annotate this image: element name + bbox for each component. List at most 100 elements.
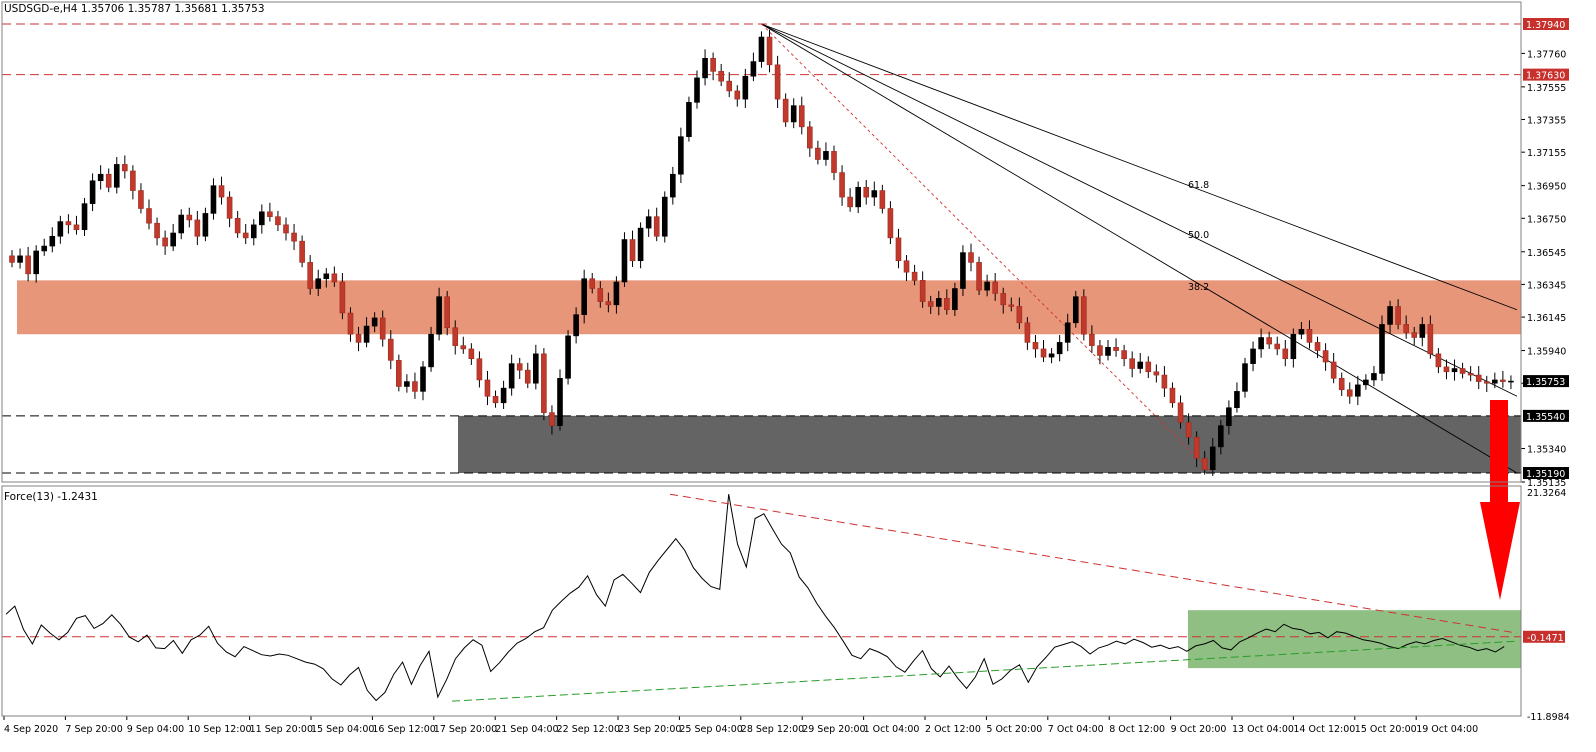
candle-bearish xyxy=(919,280,926,302)
candle-bearish xyxy=(299,240,305,263)
indicator-header: Force(13) -1.2431 xyxy=(4,491,98,503)
candle-bullish xyxy=(1387,306,1393,325)
force-resistance-trendline xyxy=(669,493,1518,634)
candle-bullish xyxy=(170,232,176,247)
price-level-label-0: 1.37940 xyxy=(1526,20,1565,31)
candle-bullish xyxy=(363,325,370,343)
candle-bullish xyxy=(750,61,757,77)
candle-bearish xyxy=(847,196,853,208)
price-zones xyxy=(17,280,1521,474)
candle-bearish xyxy=(1089,333,1095,346)
candle-bullish xyxy=(323,273,330,280)
candle-bullish xyxy=(694,77,700,103)
candle-bearish xyxy=(968,252,974,263)
candle-bearish xyxy=(339,281,346,314)
candle-bullish xyxy=(1064,322,1071,343)
candle-bullish xyxy=(855,186,861,208)
candle-bearish xyxy=(1266,337,1272,345)
candle-bearish xyxy=(65,221,72,226)
candle-bearish xyxy=(798,105,805,128)
force-axis: 21.3264 -11.8984 -0.1471 xyxy=(1523,488,1570,723)
candle-bullish xyxy=(404,381,410,387)
time-tick-label-7: 17 Sep 20:00 xyxy=(434,724,497,735)
candle-bullish xyxy=(637,227,644,262)
candle-bearish xyxy=(1177,402,1184,423)
time-tick-label-20: 13 Oct 04:00 xyxy=(1232,724,1294,735)
candle-bearish xyxy=(492,395,499,404)
fibonacci-fan: 61.8 50.0 38.2 xyxy=(761,23,1518,474)
candle-bullish xyxy=(871,190,878,198)
candle-bearish xyxy=(1306,329,1313,343)
time-tick-label-10: 23 Sep 20:00 xyxy=(618,724,681,735)
candle-bearish xyxy=(379,317,386,340)
time-tick-label-17: 7 Oct 04:00 xyxy=(1048,724,1104,735)
candle-bullish xyxy=(565,335,571,379)
candle-bearish xyxy=(1193,436,1200,459)
candle-bearish xyxy=(766,36,773,66)
candle-bearish xyxy=(226,196,233,219)
candle-bullish xyxy=(1137,361,1144,369)
candle-bullish xyxy=(1048,353,1055,358)
price-tick-label-5: 1.36750 xyxy=(1527,214,1566,225)
candle-bearish xyxy=(589,278,596,289)
candle-bearish xyxy=(468,348,475,360)
candle-bearish xyxy=(1483,381,1490,384)
candle-bearish xyxy=(815,147,821,160)
candle-bearish xyxy=(992,281,998,294)
time-tick-label-1: 7 Sep 20:00 xyxy=(65,724,122,735)
candle-bearish xyxy=(1411,332,1418,338)
candle-bullish xyxy=(952,288,958,311)
candle-bullish xyxy=(645,216,652,229)
candle-bullish xyxy=(41,245,48,252)
time-tick-label-5: 15 Sep 04:00 xyxy=(311,724,374,735)
candle-bearish xyxy=(516,363,523,371)
candle-bullish xyxy=(113,164,120,188)
candle-bearish xyxy=(9,255,15,263)
arrow-shaft xyxy=(1490,400,1508,502)
price-level-label-1: 1.37630 xyxy=(1526,71,1565,82)
fib-label-2: 38.2 xyxy=(1188,282,1209,293)
time-tick-label-18: 8 Oct 12:00 xyxy=(1109,724,1165,735)
candle-bearish xyxy=(444,296,450,329)
candle-bullish xyxy=(935,298,942,307)
force-signal-label: -0.1471 xyxy=(1527,633,1564,644)
current-price-label: 1.35753 xyxy=(1526,377,1565,388)
candle-bullish xyxy=(1218,425,1224,448)
candle-bullish xyxy=(508,363,515,389)
candle-bearish xyxy=(476,358,483,381)
candle-bullish xyxy=(315,278,322,289)
candle-bearish xyxy=(186,214,193,221)
price-tick-label-12: 1.35135 xyxy=(1527,478,1566,489)
candle-bullish xyxy=(960,252,966,289)
candle-bearish xyxy=(524,369,531,384)
candle-bearish xyxy=(275,216,281,226)
price-tick-label-4: 1.36950 xyxy=(1527,182,1566,193)
candle-bullish xyxy=(984,281,990,291)
candle-bearish xyxy=(1032,342,1039,350)
fib-fan-line-1 xyxy=(761,23,1518,397)
force-panel-frame xyxy=(1,485,1522,717)
candle-bullish xyxy=(661,196,668,237)
force-zones xyxy=(1188,610,1521,669)
candle-bullish xyxy=(259,211,265,226)
time-tick-label-2: 9 Sep 04:00 xyxy=(127,724,184,735)
candle-bearish xyxy=(1185,422,1192,438)
candle-bullish xyxy=(1508,380,1514,383)
candle-bearish xyxy=(1330,361,1337,379)
candle-bullish xyxy=(670,173,676,198)
candle-bearish xyxy=(1322,350,1329,363)
candle-bearish xyxy=(452,327,459,346)
candle-bullish xyxy=(613,281,620,306)
time-tick-label-4: 11 Sep 20:00 xyxy=(250,724,313,735)
force-signal-tag xyxy=(1523,630,1565,643)
fib-fan-line-2 xyxy=(761,23,1518,474)
candle-bullish xyxy=(250,224,257,239)
candle-bullish xyxy=(1258,337,1264,350)
candle-bearish xyxy=(1040,348,1047,358)
candle-bearish xyxy=(218,185,225,198)
candle-bullish xyxy=(436,296,442,335)
candle-bearish xyxy=(541,353,547,413)
candle-bearish xyxy=(1153,371,1160,376)
candle-bearish xyxy=(162,237,168,247)
candle-bullish xyxy=(17,255,23,263)
